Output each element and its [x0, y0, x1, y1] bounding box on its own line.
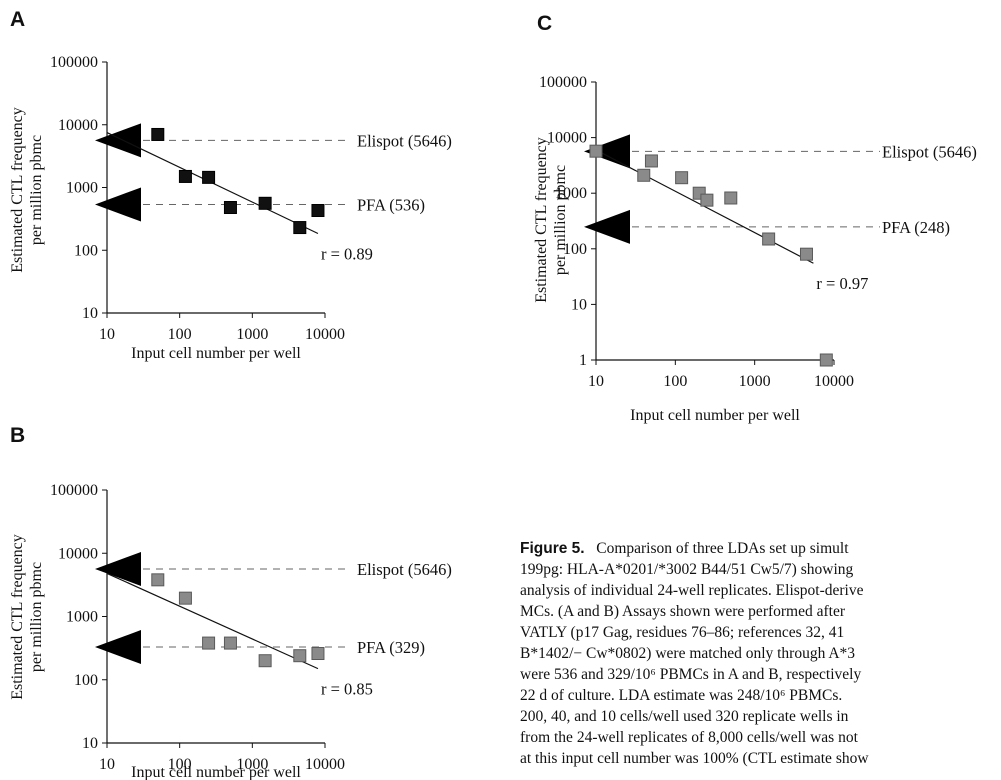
caption-line-5: B*1402/− Cw*0802) were matched only thro…: [520, 645, 856, 662]
caption-line-8: 200, 40, and 10 cells/well used 320 repl…: [520, 708, 849, 725]
data-point-b-3: [223, 636, 237, 650]
y-tick-label-c-4: 10000: [547, 130, 587, 147]
y-tick-label-a-0: 10: [82, 305, 98, 322]
reference-label-a-0: Elispot (5646): [357, 131, 452, 150]
caption-line-6: were 536 and 329/10⁶ PBMCs in A and B, r…: [520, 666, 862, 683]
data-point-b-6: [311, 647, 325, 661]
reference-label-b-1: PFA (329): [357, 638, 425, 657]
fit-line-b: [106, 572, 319, 670]
fit-label-a: r = 0.89: [321, 244, 373, 263]
y-tick-label-b-4: 100000: [50, 482, 98, 499]
panel-b-letter: B: [10, 424, 26, 447]
data-point-b-2: [202, 636, 216, 650]
data-point-c-0: [589, 144, 603, 158]
data-point-c-6: [724, 191, 738, 205]
reference-arrow-b-1: [95, 630, 141, 665]
y-tick-label-c-3: 1000: [555, 185, 587, 202]
data-point-b-0: [151, 573, 165, 587]
fit-label-b: r = 0.85: [321, 680, 373, 699]
caption-line-0: Figure 5. Comparison of three LDAs set u…: [520, 538, 1001, 559]
reference-arrow-c-1: [584, 209, 630, 244]
y-tick-label-c-2: 100: [563, 241, 587, 258]
x-tick-label-a-1: 100: [168, 326, 192, 343]
y-axis-label-line2-b: per million pbmc: [28, 562, 45, 672]
data-point-a-0: [151, 127, 165, 141]
x-tick-label-c-1: 100: [663, 373, 687, 390]
fit-label-c: r = 0.97: [816, 274, 868, 293]
y-tick-label-a-1: 100: [74, 242, 98, 259]
data-point-a-6: [311, 203, 325, 217]
y-tick-label-a-2: 1000: [66, 180, 98, 197]
data-point-c-7: [762, 232, 776, 246]
data-point-a-2: [202, 170, 216, 184]
caption-line-1: 199pg: HLA-A*0201/*3002 B44/51 Cw5/7) sh…: [520, 561, 854, 578]
y-tick-label-b-0: 10: [82, 735, 98, 752]
data-point-a-1: [178, 169, 192, 183]
reference-arrow-c-0: [584, 134, 630, 169]
caption-line-10: at this input cell number was 100% (CTL …: [520, 750, 869, 767]
y-tick-label-b-3: 10000: [58, 545, 98, 562]
reference-label-a-1: PFA (536): [357, 195, 425, 214]
y-axis-label-line1-b: Estimated CTL frequency: [9, 534, 26, 700]
x-tick-label-b-3: 10000: [305, 756, 345, 773]
x-tick-label-a-3: 10000: [305, 326, 345, 343]
panel-c-letter: C: [537, 12, 553, 35]
data-point-c-8: [799, 247, 813, 261]
y-axis-label-line2-a: per million pbmc: [28, 135, 45, 245]
figure-caption: Figure 5. Comparison of three LDAs set u…: [520, 538, 1001, 769]
x-tick-label-c-3: 10000: [814, 373, 854, 390]
data-point-a-5: [293, 221, 307, 235]
y-tick-label-a-3: 10000: [58, 117, 98, 134]
y-axis-label-line1-a: Estimated CTL frequency: [9, 107, 26, 273]
caption-line-3: MCs. (A and B) Assays shown were perform…: [520, 603, 846, 620]
reference-label-c-0: Elispot (5646): [882, 142, 977, 161]
data-point-c-5: [700, 193, 714, 207]
reference-arrow-a-0: [95, 123, 141, 158]
y-axis-label-line1-c: Estimated CTL frequency: [533, 137, 550, 303]
reference-arrow-a-1: [95, 187, 141, 222]
y-axis-label-line2-c: per million pbmc: [552, 165, 569, 275]
x-tick-label-a-2: 1000: [236, 326, 268, 343]
y-tick-label-c-1: 10: [571, 296, 587, 313]
x-tick-label-b-1: 100: [168, 756, 192, 773]
x-tick-label-c-2: 1000: [739, 373, 771, 390]
data-point-a-4: [258, 196, 272, 210]
panel-a-letter: A: [10, 8, 26, 31]
y-tick-label-c-0: 1: [579, 352, 587, 369]
caption-figure-label: Figure 5.: [520, 540, 585, 557]
data-point-c-2: [644, 154, 658, 168]
caption-line-2: analysis of individual 24-well replicate…: [520, 582, 864, 599]
x-axis-label-a: Input cell number per well: [131, 345, 301, 362]
caption-line-4: VATLY (p17 Gag, residues 76–86; referenc…: [520, 624, 845, 641]
caption-line-9: from the 24-well replicates of 8,000 cel…: [520, 729, 858, 746]
caption-line-0-text: Comparison of three LDAs set up simult: [584, 540, 849, 557]
data-point-c-9: [819, 353, 833, 367]
reference-label-c-1: PFA (248): [882, 218, 950, 237]
y-tick-label-c-5: 100000: [539, 74, 587, 91]
data-point-c-3: [675, 171, 689, 185]
y-tick-label-b-2: 1000: [66, 609, 98, 626]
caption-line-7: 22 d of culture. LDA estimate was 248/10…: [520, 687, 843, 704]
y-tick-label-b-1: 100: [74, 672, 98, 689]
data-point-b-5: [293, 649, 307, 663]
data-point-c-1: [637, 168, 651, 182]
data-point-b-4: [258, 654, 272, 668]
x-tick-label-b-0: 10: [99, 756, 115, 773]
data-point-b-1: [178, 591, 192, 605]
x-tick-label-a-0: 10: [99, 326, 115, 343]
x-tick-label-b-2: 1000: [236, 756, 268, 773]
x-axis-label-c: Input cell number per well: [630, 407, 800, 424]
reference-arrow-b-0: [95, 551, 141, 586]
x-tick-label-c-0: 10: [588, 373, 604, 390]
data-point-a-3: [223, 201, 237, 215]
y-tick-label-a-4: 100000: [50, 54, 98, 71]
reference-label-b-0: Elispot (5646): [357, 560, 452, 579]
x-axis-label-b: Input cell number per well: [131, 764, 301, 780]
